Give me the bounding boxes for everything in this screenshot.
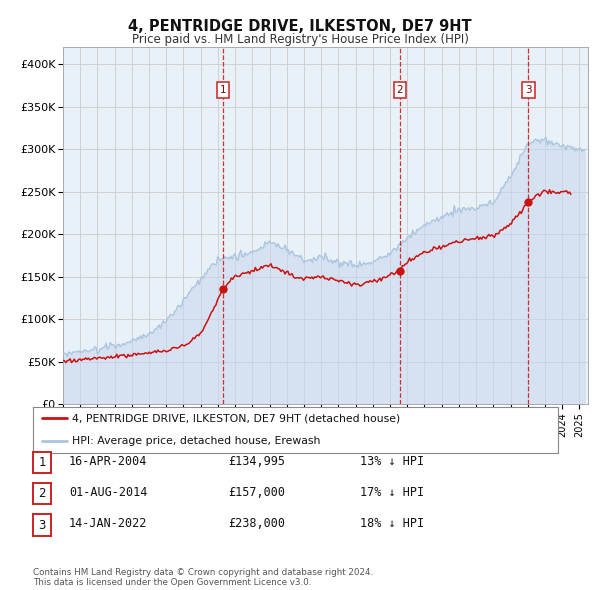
Text: 14-JAN-2022: 14-JAN-2022 <box>69 517 148 530</box>
Text: 2: 2 <box>397 85 403 95</box>
Text: 1: 1 <box>38 456 46 469</box>
Text: 2: 2 <box>38 487 46 500</box>
Text: 3: 3 <box>38 519 46 532</box>
Text: HPI: Average price, detached house, Erewash: HPI: Average price, detached house, Erew… <box>73 436 321 446</box>
Text: £157,000: £157,000 <box>228 486 285 499</box>
Text: 4, PENTRIDGE DRIVE, ILKESTON, DE7 9HT: 4, PENTRIDGE DRIVE, ILKESTON, DE7 9HT <box>128 19 472 34</box>
Text: 17% ↓ HPI: 17% ↓ HPI <box>360 486 424 499</box>
Text: 01-AUG-2014: 01-AUG-2014 <box>69 486 148 499</box>
Text: £238,000: £238,000 <box>228 517 285 530</box>
Text: 18% ↓ HPI: 18% ↓ HPI <box>360 517 424 530</box>
Text: 3: 3 <box>525 85 532 95</box>
Text: 16-APR-2004: 16-APR-2004 <box>69 455 148 468</box>
Text: £134,995: £134,995 <box>228 455 285 468</box>
Text: 4, PENTRIDGE DRIVE, ILKESTON, DE7 9HT (detached house): 4, PENTRIDGE DRIVE, ILKESTON, DE7 9HT (d… <box>73 413 401 423</box>
Text: 13% ↓ HPI: 13% ↓ HPI <box>360 455 424 468</box>
Text: Price paid vs. HM Land Registry's House Price Index (HPI): Price paid vs. HM Land Registry's House … <box>131 33 469 46</box>
Text: 1: 1 <box>220 85 226 95</box>
Text: Contains HM Land Registry data © Crown copyright and database right 2024.
This d: Contains HM Land Registry data © Crown c… <box>33 568 373 587</box>
